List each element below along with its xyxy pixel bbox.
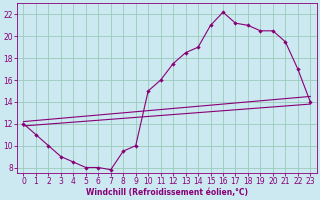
- X-axis label: Windchill (Refroidissement éolien,°C): Windchill (Refroidissement éolien,°C): [86, 188, 248, 197]
